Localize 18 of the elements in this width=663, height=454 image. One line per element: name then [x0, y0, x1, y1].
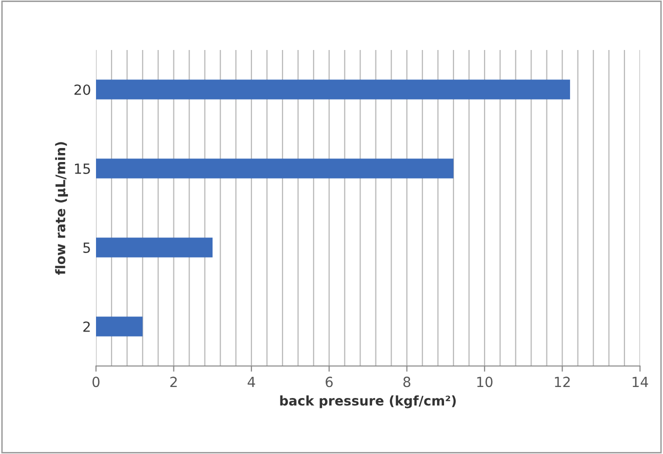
x-axis-title: back pressure (kgf/cm²) — [280, 395, 456, 408]
x-tick-label: 8 — [403, 376, 410, 388]
y-axis-title: flow rate (µL/min) — [55, 142, 68, 275]
x-tick-label: 2 — [170, 376, 177, 387]
x-tick-label: 0 — [92, 376, 100, 388]
x-tick-label: 10 — [477, 376, 492, 388]
y-tick-label: 2 — [83, 321, 90, 332]
x-tick-label: 6 — [326, 376, 333, 388]
bar — [96, 316, 143, 336]
bar — [96, 80, 570, 100]
bar — [96, 238, 213, 258]
x-tick-label: 14 — [632, 376, 648, 387]
y-tick-label: 5 — [83, 242, 90, 253]
x-tick-label: 12 — [554, 376, 570, 387]
bar — [96, 158, 454, 178]
y-tick-label: 20 — [74, 84, 90, 95]
x-tick-label: 4 — [248, 376, 256, 387]
y-tick-label: 15 — [74, 164, 90, 174]
